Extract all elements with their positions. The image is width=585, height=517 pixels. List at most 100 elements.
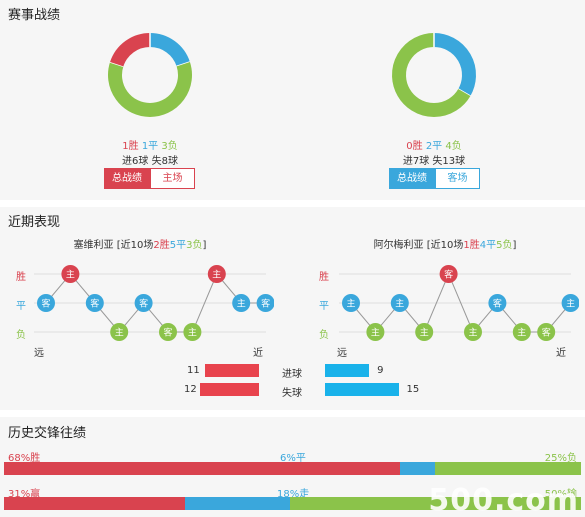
right-form-point: 主: [561, 294, 579, 312]
left-donut-win-slice: [110, 33, 151, 67]
left-form-point: 客: [256, 294, 274, 312]
left-form-marker: [110, 323, 129, 341]
left-form-marker: [232, 294, 251, 312]
right-goals-summary: 进7球 失13球: [402, 156, 466, 167]
right-record-summary: 0胜 2平 4负: [354, 137, 514, 152]
left-form-point: 主: [110, 323, 129, 341]
right-form-point: 客: [537, 323, 556, 341]
right-form-venue-label: 客: [444, 269, 453, 281]
goals-against-label: 失球: [282, 388, 302, 399]
left-form-venue-label: 主: [66, 269, 75, 281]
right-total-record-button[interactable]: 总战绩: [389, 168, 435, 189]
section-title: 历史交锋往绩: [8, 426, 87, 441]
right-form-point: 主: [390, 294, 409, 312]
right-ylabel-win: 胜: [319, 272, 329, 283]
section-title: 赛事战绩: [8, 8, 61, 23]
left-form-marker: [159, 323, 177, 341]
right-far-label: 远: [337, 348, 347, 359]
left-goals-against-bar: [200, 383, 259, 396]
left-form-chart: 客主客主客客 主主主客: [34, 265, 274, 341]
right-form-venue-label: 主: [517, 327, 526, 339]
left-form-point: 客: [134, 294, 153, 312]
left-form-marker: [256, 294, 274, 312]
left-form-point: 主: [183, 323, 202, 341]
right-losses: 4负: [445, 141, 462, 152]
right-form-venue-label: 主: [371, 327, 380, 339]
right-goals-against-bar: [325, 383, 399, 396]
right-goals-against-value: 15: [406, 384, 420, 395]
left-form-venue-label: 客: [41, 298, 50, 310]
h2h-handicap-win-label: 31%赢: [8, 489, 41, 500]
right-form-marker: [366, 323, 385, 341]
left-goals-for-value: 11: [187, 365, 200, 376]
left-form-venue-label: 客: [261, 298, 270, 310]
right-summary-wins: 1胜: [463, 240, 480, 251]
right-form-venue-label: 主: [420, 327, 429, 339]
right-form-point: 主: [366, 323, 385, 341]
left-total-record-button[interactable]: 总战绩: [104, 168, 150, 189]
left-ylabel-loss: 负: [16, 330, 26, 341]
left-form-venue-label: 主: [237, 298, 246, 310]
left-donut-loss-slice: [108, 62, 192, 117]
right-form-venue-label: 客: [542, 327, 551, 339]
left-far-label: 远: [34, 348, 44, 359]
left-form-venue-label: 客: [90, 298, 99, 310]
left-summary-close: ]: [202, 240, 207, 251]
right-away-record-button[interactable]: 客场: [435, 168, 480, 189]
left-goals-against-value: 12: [184, 384, 197, 395]
left-form-point: 主: [61, 265, 80, 283]
left-draws: 1平: [141, 141, 159, 152]
right-form-marker: [512, 323, 531, 341]
right-summary-open: [近10场: [426, 240, 464, 251]
left-record-summary: 1胜 1平 3负: [70, 137, 230, 152]
h2h-handicap-draw-segment: [184, 497, 290, 510]
left-summary-losses: 3负: [186, 240, 203, 251]
right-form-point: 主: [512, 323, 531, 341]
left-home-record-button[interactable]: 主场: [150, 168, 195, 189]
left-form-line: [45, 273, 266, 333]
h2h-handicap-win-segment: [4, 497, 185, 510]
right-near-label: 近: [556, 348, 566, 359]
left-form-venue-label: 主: [188, 327, 197, 339]
left-form-venue-label: 客: [139, 298, 148, 310]
left-summary-wins: 2胜: [153, 240, 170, 251]
left-summary-open: [近10场: [116, 240, 154, 251]
left-form-marker: [207, 265, 226, 283]
left-form-point: 主: [232, 294, 251, 312]
right-record-donut: [389, 30, 479, 120]
left-ylabel-draw: 平: [16, 301, 26, 312]
left-ylabel-win: 胜: [16, 272, 26, 283]
right-form-line: [350, 272, 571, 333]
right-form-venue-label: 主: [395, 298, 404, 310]
left-goals-summary: 进6球 失8球: [122, 156, 178, 167]
left-form-venue-label: 主: [115, 327, 124, 339]
right-summary-losses: 5负: [496, 240, 513, 251]
left-donut-draw-slice: [149, 33, 190, 67]
right-form-marker: [415, 323, 434, 341]
h2h-result-win-segment: [4, 462, 401, 475]
left-form-point: 客: [85, 294, 104, 312]
right-wins: 0胜: [406, 141, 423, 152]
right-form-marker: [488, 294, 507, 312]
h2h-handicap-push-label: 18%走: [277, 489, 310, 500]
h2h-loss-label: 25%负: [544, 453, 577, 464]
right-summary-draws: 4平: [479, 240, 497, 251]
h2h-result-loss-segment: [435, 462, 581, 475]
right-team-name: 阿尔梅利亚: [373, 240, 424, 251]
right-form-point: 客: [488, 294, 507, 312]
h2h-draw-label: 6%平: [280, 453, 306, 464]
h2h-win-label: 68%胜: [8, 453, 41, 464]
right-team-header: 阿尔梅利亚 [近10场1胜4平5负]: [305, 236, 585, 251]
right-form-marker: [439, 265, 458, 283]
right-form-venue-label: 主: [468, 327, 477, 339]
watermark-logo: 500.com: [428, 483, 579, 517]
h2h-handicap-loss-segment: [289, 497, 581, 510]
left-form-point: 主: [207, 265, 226, 283]
left-near-label: 近: [253, 348, 263, 359]
left-form-marker: [37, 294, 55, 312]
right-form-point: 主: [464, 323, 482, 341]
section-title: 近期表现: [8, 215, 61, 230]
goals-for-label: 进球: [282, 369, 302, 380]
h2h-result-draw-segment: [400, 462, 436, 475]
h2h-handicap-loss-label: 50%输: [544, 489, 577, 500]
